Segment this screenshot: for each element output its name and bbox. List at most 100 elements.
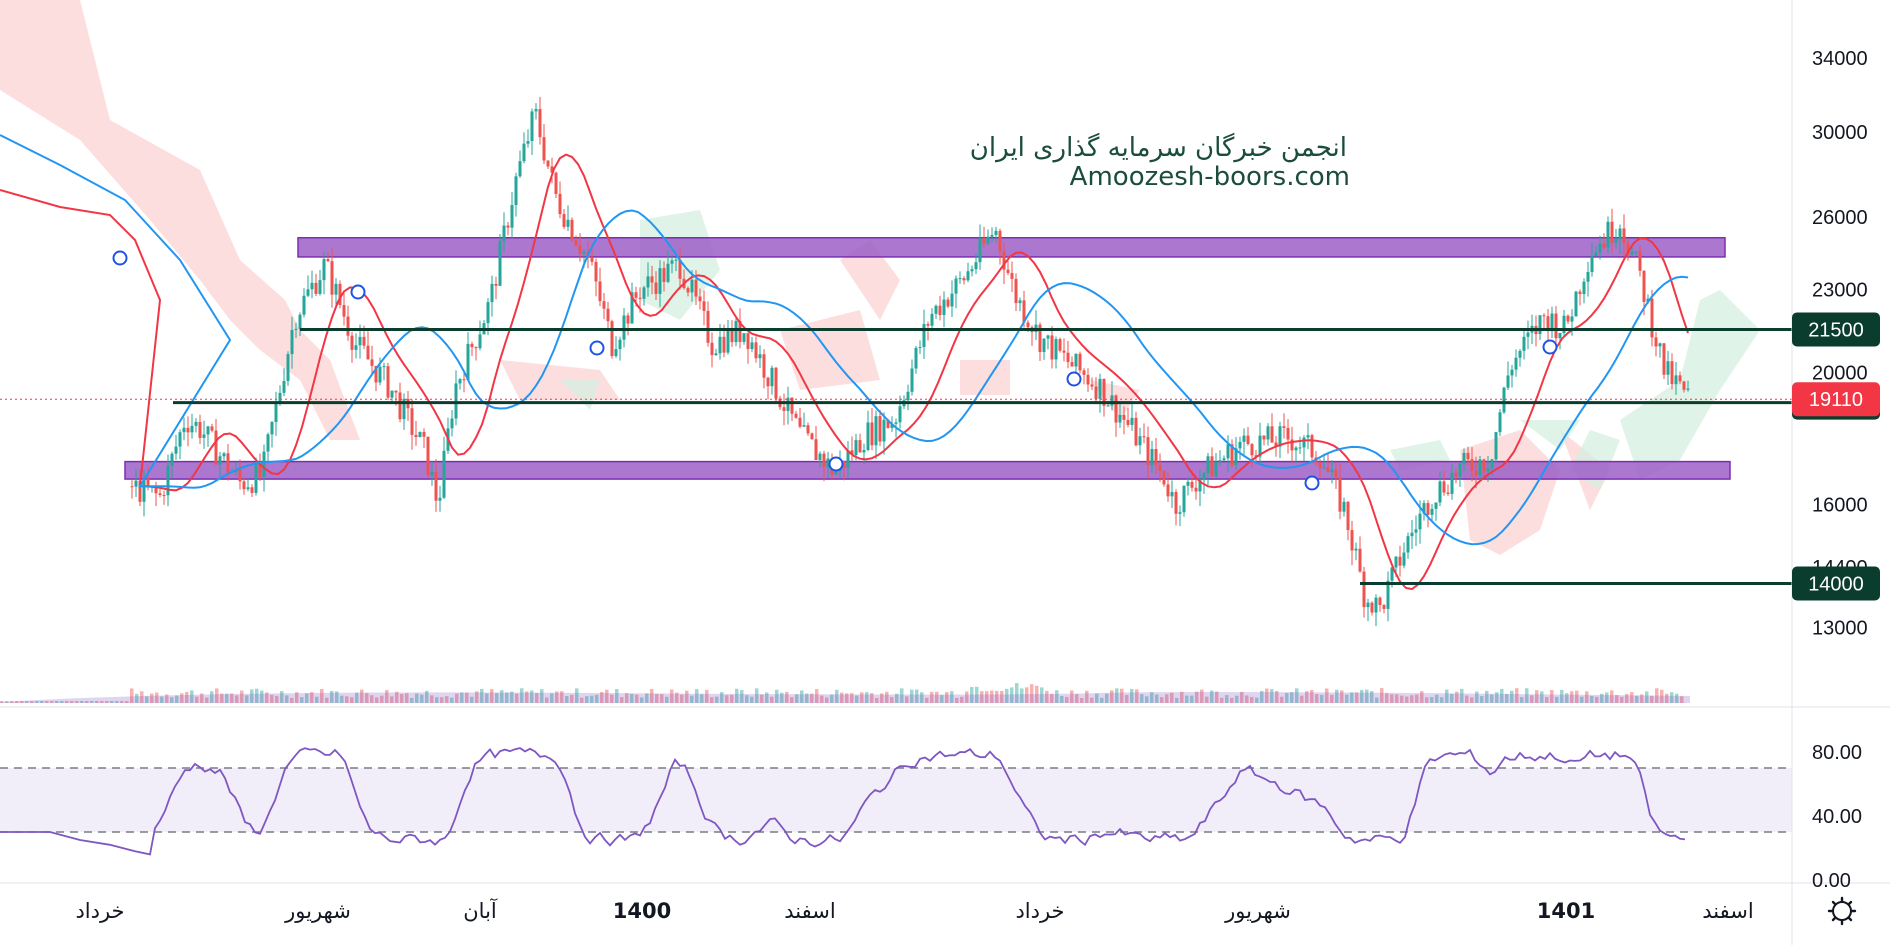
candle bbox=[322, 251, 326, 295]
candle bbox=[1166, 471, 1170, 502]
signal-marker bbox=[828, 456, 844, 472]
volume-bar bbox=[910, 689, 914, 703]
candle-body bbox=[130, 486, 134, 488]
rsi-line bbox=[0, 747, 1686, 856]
volume-bar bbox=[1035, 685, 1039, 703]
volume-bar bbox=[1280, 696, 1284, 703]
candle bbox=[1590, 242, 1594, 277]
candle bbox=[1666, 350, 1670, 386]
volume-bar bbox=[545, 697, 549, 703]
volume-bar bbox=[1615, 695, 1619, 703]
candle-body bbox=[398, 392, 402, 420]
horizontal-levels[interactable] bbox=[0, 327, 1792, 586]
volume-bar bbox=[340, 695, 344, 703]
candle bbox=[186, 416, 190, 447]
candle bbox=[1606, 216, 1610, 254]
candle bbox=[1422, 500, 1426, 521]
candle bbox=[342, 292, 346, 326]
candle bbox=[1130, 403, 1134, 431]
candle-body bbox=[358, 336, 362, 346]
volume-bar bbox=[890, 697, 894, 703]
candle bbox=[570, 217, 574, 242]
gear-icon[interactable] bbox=[1827, 896, 1857, 926]
volume-bar bbox=[20, 701, 24, 703]
rsi-panel bbox=[0, 747, 1792, 856]
candle-body bbox=[178, 432, 182, 447]
candle-body bbox=[1666, 361, 1670, 375]
candle bbox=[1138, 427, 1142, 455]
volume-bar bbox=[60, 701, 64, 703]
volume-bar bbox=[455, 693, 459, 703]
volume-bar bbox=[515, 693, 519, 703]
candle-body bbox=[1274, 442, 1278, 447]
candle-body bbox=[1330, 469, 1334, 473]
volume-bar bbox=[470, 696, 474, 703]
volume-bar bbox=[320, 689, 324, 703]
candle-body bbox=[770, 367, 774, 387]
volume-bar bbox=[95, 701, 99, 703]
candle bbox=[1234, 436, 1238, 471]
candle bbox=[542, 124, 546, 165]
candle bbox=[1334, 462, 1338, 489]
volume-bar bbox=[370, 695, 374, 703]
volume-bar bbox=[360, 689, 364, 703]
candle bbox=[390, 390, 394, 403]
candle-body bbox=[1650, 298, 1654, 338]
volume-bar bbox=[140, 691, 144, 703]
candle-body bbox=[314, 282, 318, 294]
candle-body bbox=[1438, 481, 1442, 503]
candle-body bbox=[1446, 492, 1450, 494]
volume-bar bbox=[335, 691, 339, 703]
candle bbox=[622, 308, 626, 348]
candle-body bbox=[662, 268, 666, 282]
volume-bar bbox=[885, 691, 889, 703]
price-tick-label: 23000 bbox=[1812, 280, 1868, 302]
candle bbox=[1382, 603, 1386, 614]
volume-bar bbox=[1460, 688, 1464, 703]
candle-body bbox=[442, 450, 446, 498]
candle-body bbox=[462, 379, 466, 381]
volume-bar bbox=[1225, 695, 1229, 703]
candle bbox=[1146, 426, 1150, 479]
volume-bar bbox=[1275, 690, 1279, 703]
candle bbox=[1634, 251, 1638, 256]
volume-bar bbox=[965, 691, 969, 703]
time-tick-label: خرداد bbox=[75, 899, 124, 923]
candle-body bbox=[622, 315, 626, 340]
volume-bar bbox=[405, 693, 409, 703]
candle bbox=[1046, 334, 1050, 350]
candle-body bbox=[1470, 459, 1474, 471]
candle-body bbox=[1058, 339, 1062, 351]
price-tick-label: 26000 bbox=[1812, 207, 1868, 229]
candle bbox=[614, 336, 618, 358]
candle-body bbox=[1322, 467, 1326, 469]
candle bbox=[974, 253, 978, 275]
volume-bar bbox=[1560, 689, 1564, 703]
candle bbox=[1250, 442, 1254, 468]
volume-bar bbox=[290, 697, 294, 703]
candle-body bbox=[198, 421, 202, 438]
candle-body bbox=[1366, 602, 1370, 608]
time-axis[interactable]: خرداد شهریور آبان 1400 اسفند خرداد شهریور 1401 ا… bbox=[75, 898, 1753, 923]
signal-marker bbox=[1304, 475, 1320, 491]
candle-body bbox=[498, 240, 502, 286]
candle bbox=[946, 297, 950, 309]
candle-body bbox=[1038, 324, 1042, 353]
volume-bar bbox=[900, 688, 904, 703]
candle-body bbox=[1542, 315, 1546, 317]
candle bbox=[1194, 476, 1198, 500]
candle bbox=[926, 321, 930, 341]
candle-body bbox=[894, 422, 898, 424]
candle-body bbox=[962, 278, 966, 281]
volume-bar bbox=[0, 701, 4, 703]
volume-bar bbox=[225, 693, 229, 703]
candle-body bbox=[402, 398, 406, 420]
candle bbox=[1118, 403, 1122, 428]
volume-bar bbox=[1520, 697, 1524, 703]
volume-bar bbox=[865, 692, 869, 703]
candle-body bbox=[1546, 316, 1550, 332]
candle-body bbox=[550, 166, 554, 173]
candle bbox=[1602, 233, 1606, 250]
candle bbox=[1494, 431, 1498, 463]
